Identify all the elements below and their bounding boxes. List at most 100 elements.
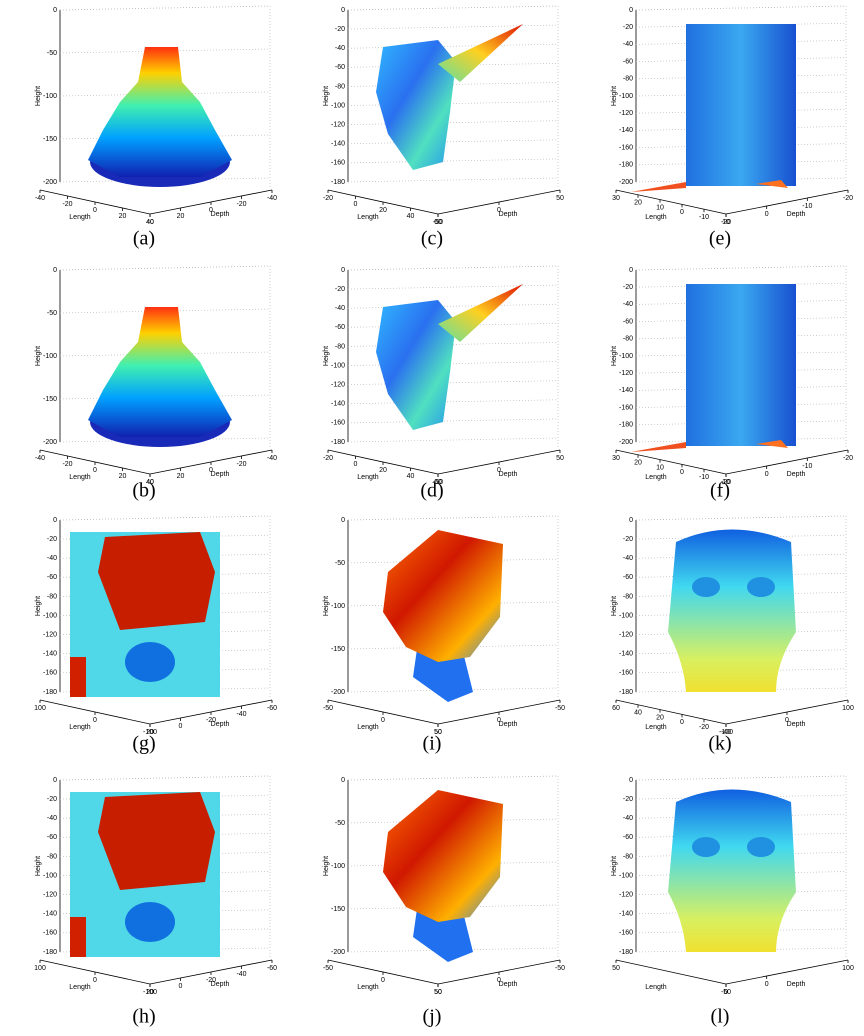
grid-line [347,361,559,366]
y-tick-label: 20 [146,989,154,996]
y-axis-label: Depth [787,981,806,988]
x-tick-label: 20 [656,714,664,721]
z-tick-label: -20 [47,796,57,803]
caption: (c) [421,228,443,250]
x-tick-label: 10 [656,464,664,471]
z-tick-label: -180 [619,689,633,696]
y-tick-label: 20 [177,473,185,480]
grid-line [347,120,559,126]
axis-line [615,449,727,475]
y-axis-label: Depth [787,721,806,728]
y-tick-label: 20 [146,729,154,736]
axis-line [615,959,727,985]
caption: (g) [132,733,155,755]
x-axis-label: Length [69,984,91,991]
x-tick-label: 40 [146,219,154,226]
y-tick-label: 50 [556,195,564,202]
panel: 0 -20 -40 -60 -80 -100 -120 -140 -160 -180 Height -… [323,265,564,486]
surface [70,917,86,957]
z-tick-label: -140 [619,127,633,134]
x-tick-label: 0 [354,201,358,208]
y-tick-label: -10 [802,203,812,210]
grid-line [347,775,559,781]
z-tick-label: -140 [43,651,57,658]
z-axis-label: Height [323,856,330,876]
z-tick-label: -140 [331,141,345,148]
z-tick-label: -180 [331,179,345,186]
y-tick-label: 0 [179,983,183,990]
x-tick-label: 0 [680,719,684,726]
z-tick-label: -200 [331,949,345,956]
panel: 0 -20 -40 -60 -80 -100 -120 -140 -160 -180 Height 6… [611,515,854,736]
z-tick-label: -140 [43,911,57,918]
z-tick-label: -200 [619,439,633,446]
y-axis-label: Depth [499,981,518,988]
y-tick-label: 50 [556,455,564,462]
z-tick-label: -50 [47,310,57,317]
x-tick-label: 20 [634,200,642,207]
z-tick-label: -160 [43,930,57,937]
grid-line [347,139,559,145]
x-tick-label: 60 [612,705,620,712]
z-tick-label: 0 [53,7,57,14]
x-axis-label: Length [357,474,379,481]
grid-line [347,399,559,405]
z-tick-label: 0 [629,7,633,14]
surface [668,529,796,692]
z-tick-label: 0 [341,517,345,524]
x-tick-label: 20 [119,473,127,480]
surface [438,24,523,82]
z-tick-label: -100 [619,93,633,100]
y-tick-label: -40 [267,455,277,462]
z-tick-label: -60 [623,318,633,325]
z-tick-label: -40 [47,555,57,562]
z-tick-label: -100 [619,612,633,619]
grid-line [635,265,847,271]
caption: (b) [132,480,155,502]
z-axis-label: Height [611,596,618,616]
grid-line [347,5,559,11]
z-tick-label: -140 [619,651,633,658]
grid-line [347,284,559,290]
x-tick-label: 20 [119,213,127,220]
z-tick-label: -80 [47,593,57,600]
y-axis-label: Depth [499,471,518,478]
y-tick-label: -50 [721,989,731,996]
caption: (e) [709,228,731,250]
grid-line [635,775,847,781]
y-tick-label: -10 [802,463,812,470]
z-tick-label: -160 [619,930,633,937]
surface [747,837,775,857]
grid-line [347,158,559,164]
z-tick-label: -150 [43,396,57,403]
y-tick-label: -60 [267,965,277,972]
z-tick-label: -60 [47,834,57,841]
y-axis-label: Depth [499,721,518,728]
surface [125,642,175,682]
x-tick-label: 0 [93,207,97,214]
panel: 0-50-100-150-200Height-50050Length500-50… [323,775,565,996]
x-tick-label: 0 [93,977,97,984]
panel: 0 -20 -40 -60 -80 -100 -120 -140 -160 -180 Height 5… [611,775,854,996]
y-tick-label: 0 [179,723,183,730]
z-tick-label: -80 [623,853,633,860]
z-axis-label: Height [323,596,330,616]
y-tick-label: -40 [267,195,277,202]
surface [631,442,686,452]
surface [438,284,523,342]
x-axis-label: Length [357,214,379,221]
panel: 0 -20 -40 -60 -80 -100 -120 -140 -160 -180 Height 1… [34,775,277,996]
x-tick-label: 0 [354,461,358,468]
caption: (d) [420,480,443,502]
z-tick-label: -160 [619,670,633,677]
x-tick-label: 100 [34,965,46,972]
x-tick-label: -40 [35,195,45,202]
z-tick-label: -40 [623,301,633,308]
grid-line [347,303,559,309]
y-axis-label: Depth [211,721,230,728]
x-tick-label: -20 [62,461,72,468]
x-tick-label: 30 [612,195,620,202]
z-tick-label: -160 [619,144,633,151]
x-tick-label: 10 [656,204,664,211]
